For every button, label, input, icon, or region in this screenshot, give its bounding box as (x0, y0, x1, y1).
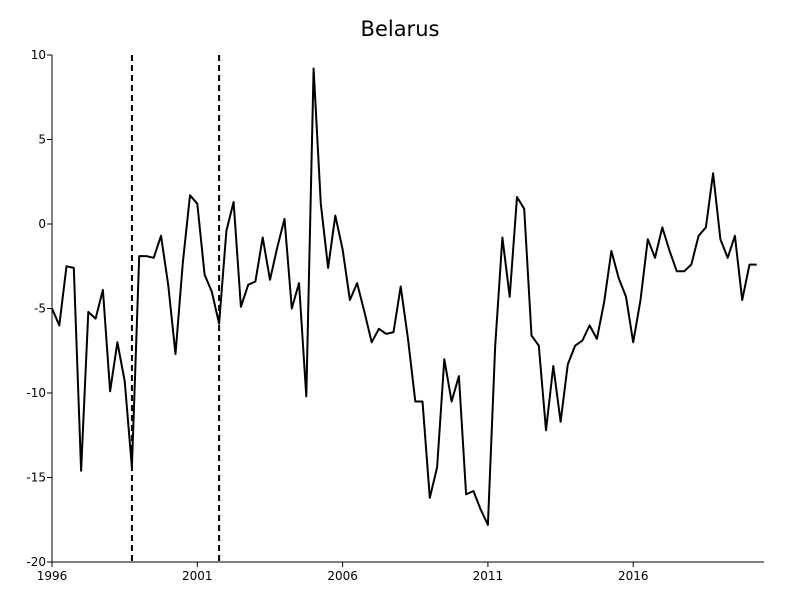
y-tick-label: -10 (26, 386, 46, 400)
y-tick-label: -20 (26, 555, 46, 569)
y-ticks: 10 5 0 -5 -10 -15 -20 (26, 48, 52, 569)
y-tick-label: 0 (38, 217, 46, 231)
y-tick-label: -15 (26, 471, 46, 485)
x-ticks: 1996 2001 2006 2011 2016 (37, 562, 649, 583)
series-line (51, 67, 757, 526)
y-tick-label: -5 (34, 302, 46, 316)
y-tick-label: 10 (31, 48, 46, 62)
x-tick-label: 2011 (473, 569, 504, 583)
x-tick-label: 2001 (182, 569, 213, 583)
marker-lines (130, 55, 221, 562)
chart-title: Belarus (361, 17, 440, 41)
x-tick-label: 2006 (327, 569, 358, 583)
x-tick-label: 2016 (618, 569, 649, 583)
y-tick-label: 5 (38, 133, 46, 147)
x-tick-label: 1996 (37, 569, 68, 583)
